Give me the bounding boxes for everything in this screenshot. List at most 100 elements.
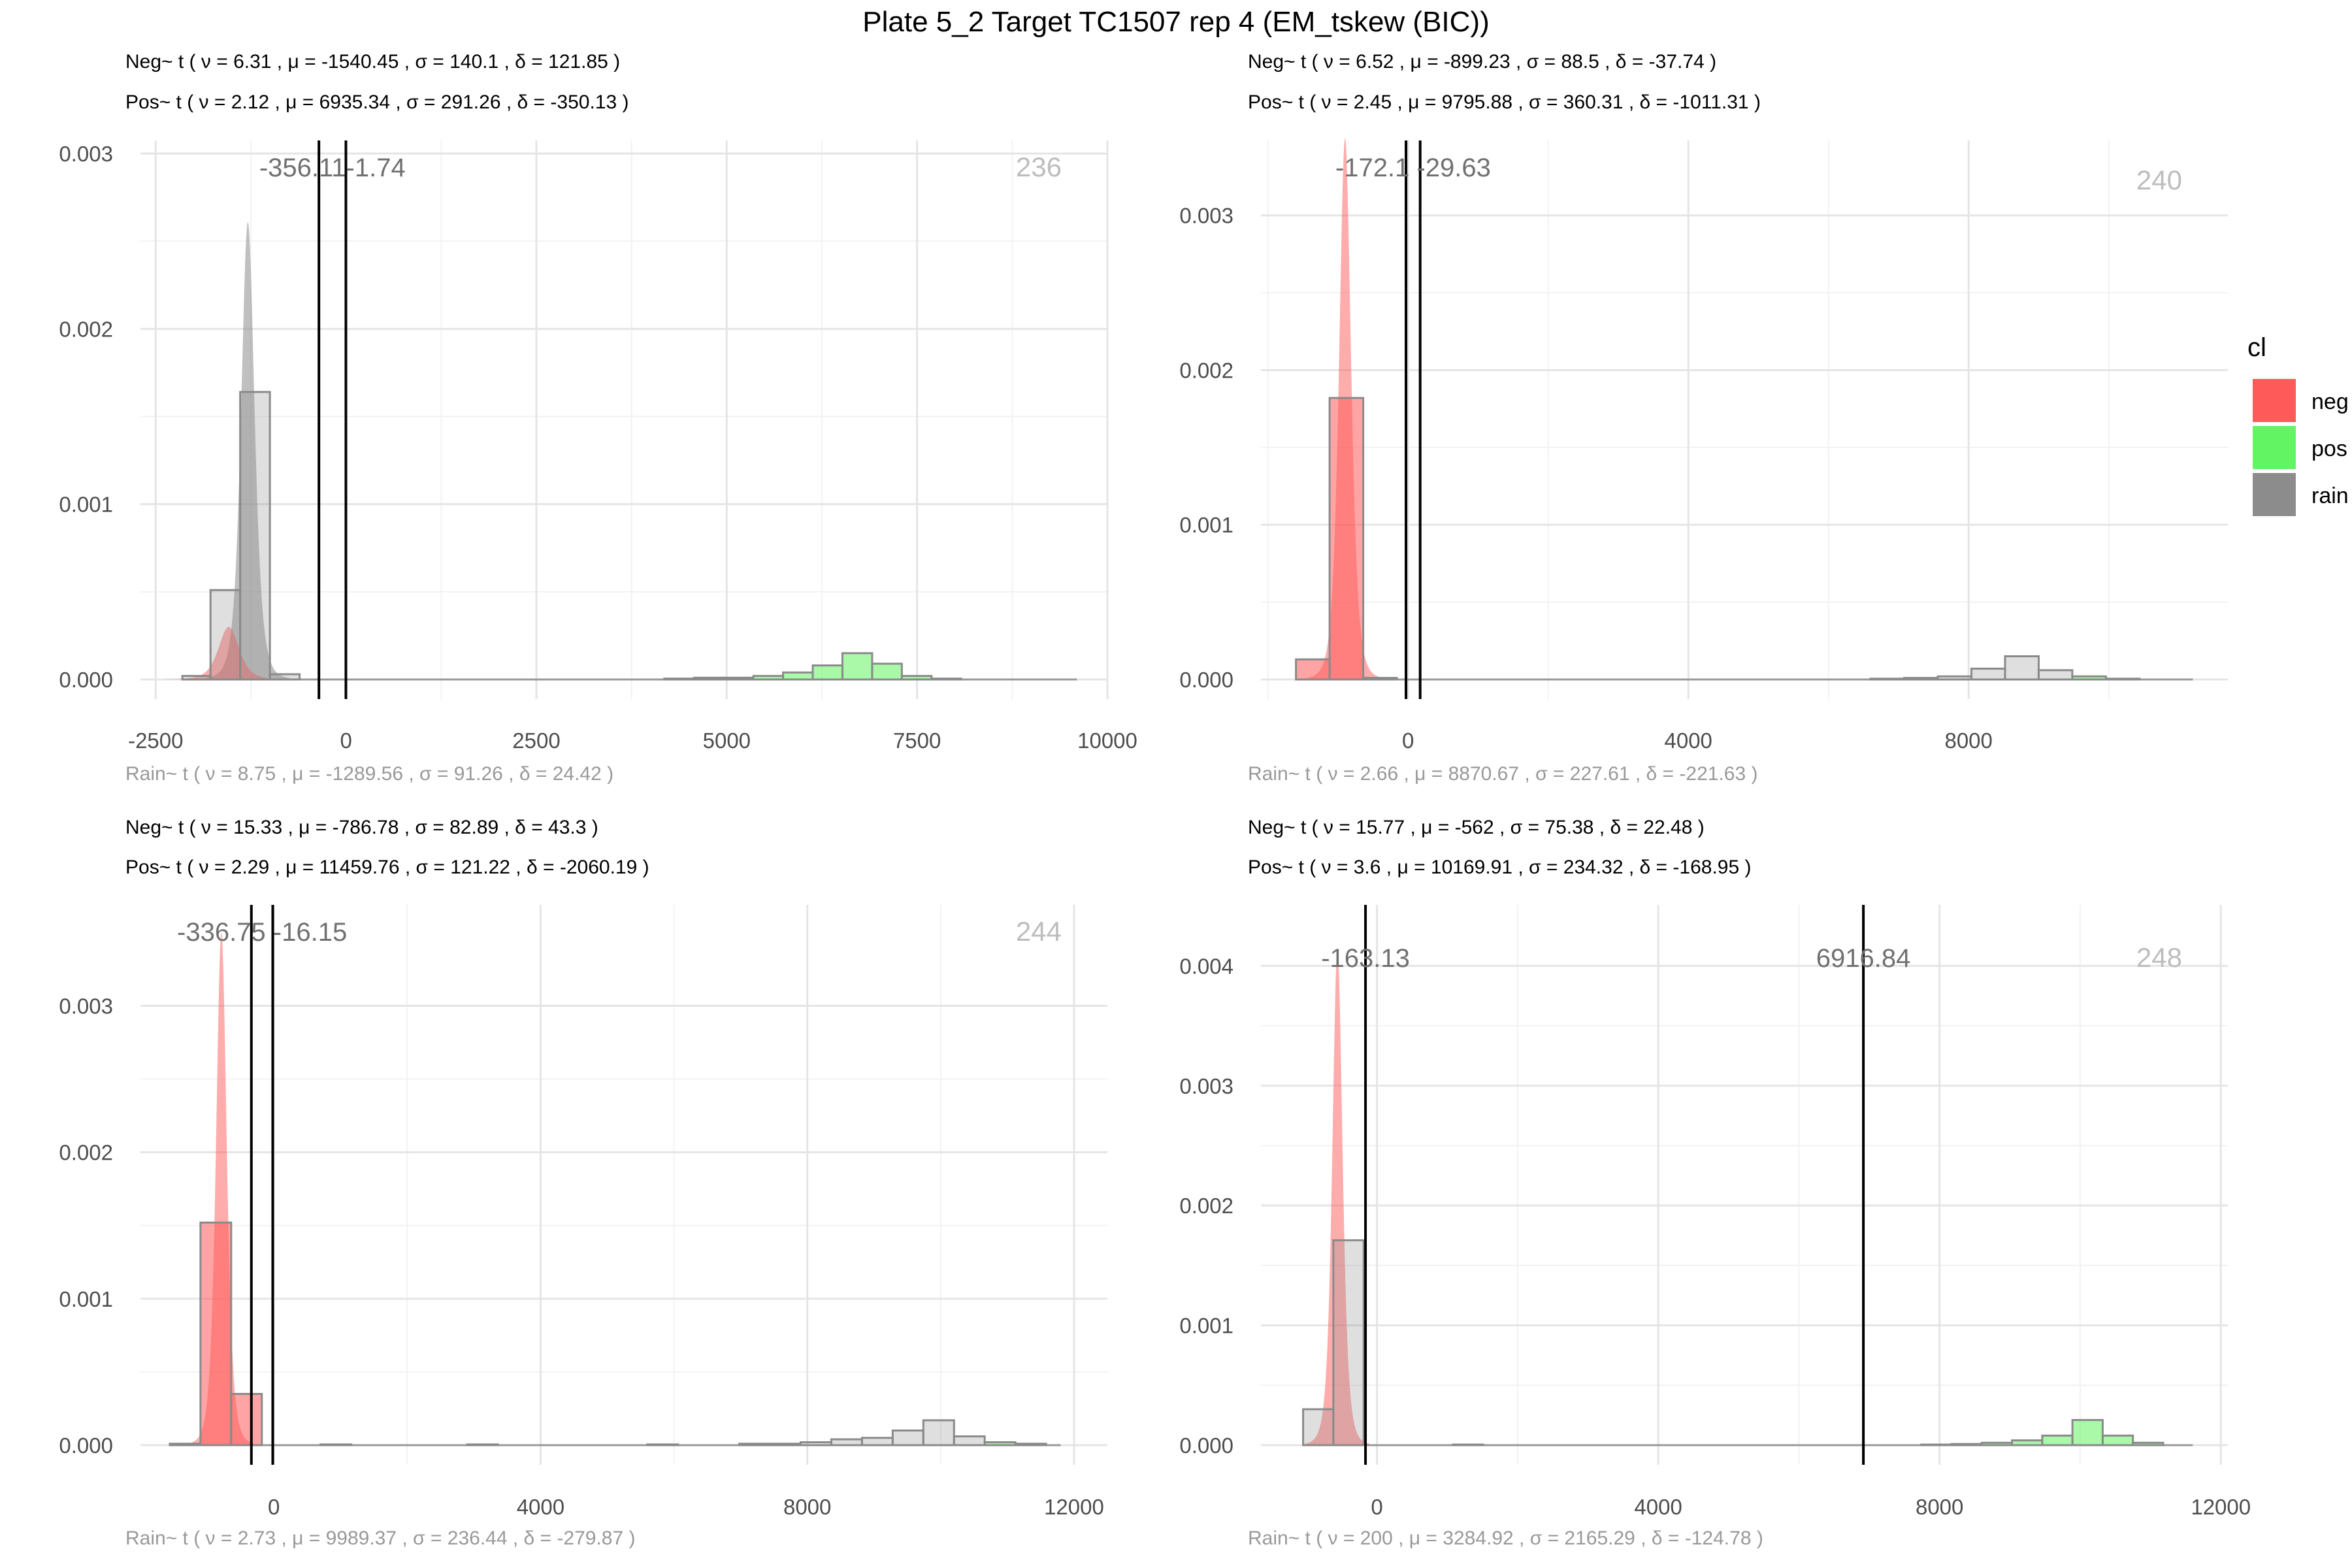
density-curve-neg — [1305, 947, 1369, 1445]
histogram-bar-rain — [891, 1429, 924, 1446]
histogram-bar-rain — [799, 1441, 832, 1446]
histogram-bar-neg — [1328, 397, 1365, 681]
neg-model-label: Neg~ t ( ν = 15.77 , μ = -562 , σ = 75.3… — [1248, 817, 1705, 838]
pos-model-label: Pos~ t ( ν = 2.45 , μ = 9795.88 , σ = 36… — [1248, 91, 1761, 113]
histogram-bar-pos — [871, 662, 903, 681]
rain-model-label: Rain~ t ( ν = 2.66 , μ = 8870.67 , σ = 2… — [1248, 763, 1757, 785]
density-curve-neg — [165, 627, 293, 679]
x-tick-label: 12000 — [1044, 1495, 1104, 1519]
histogram-bar-rain — [860, 1437, 894, 1446]
y-tick-label: 0.002 — [59, 1141, 113, 1165]
x-tick-label: -2500 — [128, 728, 183, 753]
y-tick-label: 0.000 — [1179, 1433, 1233, 1458]
y-tick-label: 0.002 — [1179, 1194, 1233, 1218]
y-tick-label: 0.001 — [59, 493, 113, 517]
histogram-bar-rain — [269, 673, 301, 681]
y-tick-label: 0.003 — [59, 142, 113, 166]
rain-model-label: Rain~ t ( ν = 200 , μ = 3284.92 , σ = 21… — [1248, 1527, 1763, 1549]
y-tick-label: 0.001 — [1179, 1314, 1233, 1338]
histogram-bar-pos — [1980, 1441, 2014, 1446]
x-tick-label: 7500 — [893, 728, 941, 753]
figure-title: Plate 5_2 Target TC1507 rep 4 (EM_tskew … — [862, 6, 1489, 38]
histogram-bar-neg — [1295, 658, 1331, 681]
x-tick-label: 4000 — [1634, 1495, 1682, 1519]
panel-3: Neg~ t ( ν = 15.33 , μ = -786.78 , σ = 8… — [59, 817, 1107, 1549]
histogram-bar-neg — [1362, 677, 1398, 681]
x-tick-label: 8000 — [1916, 1495, 1963, 1519]
histogram-bar-rain — [830, 1438, 863, 1446]
pos-model-label: Pos~ t ( ν = 3.6 , μ = 10169.91 , σ = 23… — [1248, 857, 1751, 878]
x-tick-label: 0 — [1402, 728, 1414, 753]
x-tick-label: 0 — [268, 1495, 280, 1519]
pos-model-label: Pos~ t ( ν = 2.12 , μ = 6935.34 , σ = 29… — [125, 91, 629, 113]
histogram-bar-pos — [1014, 1443, 1047, 1446]
histogram-bar-rain — [239, 391, 271, 681]
x-tick-label: 0 — [340, 728, 351, 753]
y-tick-label: 0.003 — [1179, 1074, 1233, 1098]
pos-model-label: Pos~ t ( ν = 2.29 , μ = 11459.76 , σ = 1… — [125, 857, 649, 878]
x-tick-label: 2500 — [512, 728, 560, 753]
y-tick-label: 0.003 — [1179, 204, 1233, 228]
y-tick-label: 0.002 — [1179, 358, 1233, 382]
legend-title: cl — [2247, 333, 2266, 362]
histogram-bar-rain — [1302, 1408, 1335, 1446]
threshold-label: -172.1 -29.63 — [1335, 154, 1491, 182]
histogram-bar-rain — [1903, 677, 1939, 681]
histogram-bar-rain — [2004, 655, 2040, 681]
histogram-bar-neg — [199, 1221, 233, 1446]
histogram-bar-rain — [922, 1419, 955, 1446]
y-tick-label: 0.000 — [59, 668, 113, 692]
droplet-count-label: 240 — [2136, 165, 2182, 195]
threshold-label: -356.11-1.74 — [259, 154, 406, 182]
y-tick-label: 0.000 — [1179, 668, 1233, 692]
histogram-bar-pos — [841, 652, 874, 681]
histogram-bar-pos — [900, 675, 933, 681]
panels-group: Neg~ t ( ν = 6.31 , μ = -1540.45 , σ = 1… — [59, 51, 2251, 1549]
histogram-bar-rain — [769, 1443, 802, 1446]
y-tick-label: 0.003 — [59, 994, 113, 1019]
histogram-bar-pos — [2101, 1434, 2134, 1446]
histogram-bar-neg — [230, 1393, 263, 1446]
histogram-bar-pos — [2132, 1441, 2164, 1446]
x-tick-label: 4000 — [1664, 728, 1712, 753]
droplet-count-label: 248 — [2136, 942, 2182, 973]
legend: cl neg pos rain — [2247, 333, 2349, 516]
legend-label-neg: neg — [2311, 389, 2349, 414]
histogram-bar-rain — [2037, 669, 2074, 681]
histogram-bar-pos — [782, 671, 814, 681]
x-tick-label: 8000 — [783, 1495, 831, 1519]
x-tick-label: 0 — [1371, 1495, 1382, 1519]
threshold-label-left: -163.13 — [1321, 944, 1410, 973]
legend-label-pos: pos — [2311, 436, 2347, 461]
histogram-bar-rain — [181, 675, 212, 681]
histogram-bar-pos — [693, 676, 725, 681]
histogram-bar-pos — [811, 664, 843, 681]
y-tick-label: 0.001 — [1179, 513, 1233, 537]
x-tick-label: 12000 — [2191, 1495, 2251, 1519]
histogram-bar-pos — [2011, 1439, 2044, 1446]
droplet-count-label: 236 — [1016, 152, 1062, 182]
histogram-bar-pos — [723, 676, 755, 681]
histogram-bar-pos — [1950, 1443, 1983, 1446]
x-tick-label: 4000 — [517, 1495, 564, 1519]
neg-model-label: Neg~ t ( ν = 6.31 , μ = -1540.45 , σ = 1… — [125, 51, 620, 73]
panel-4: Neg~ t ( ν = 15.77 , μ = -562 , σ = 75.3… — [1179, 817, 2251, 1549]
threshold-label: -336.75 -16.15 — [177, 918, 347, 947]
histogram-bar-rain — [1970, 667, 2006, 681]
rain-model-label: Rain~ t ( ν = 8.75 , μ = -1289.56 , σ = … — [125, 763, 613, 785]
legend-key-pos — [2253, 426, 2296, 469]
y-tick-label: 0.002 — [59, 317, 113, 341]
histogram-bar-rain — [1936, 675, 1972, 681]
panel-1: Neg~ t ( ν = 6.31 , μ = -1540.45 , σ = 1… — [59, 51, 1137, 785]
y-tick-label: 0.001 — [59, 1287, 113, 1311]
panel-2: Neg~ t ( ν = 6.52 , μ = -899.23 , σ = 88… — [1179, 51, 2228, 785]
x-tick-label: 10000 — [1077, 728, 1137, 753]
legend-label-rain: rain — [2311, 483, 2349, 508]
histogram-bar-pos — [2071, 675, 2107, 681]
histogram-bar-pos — [2071, 1418, 2104, 1446]
legend-key-neg — [2253, 379, 2296, 422]
histogram-bar-neg — [169, 1443, 202, 1446]
histogram-bar-rain — [1332, 1239, 1365, 1446]
